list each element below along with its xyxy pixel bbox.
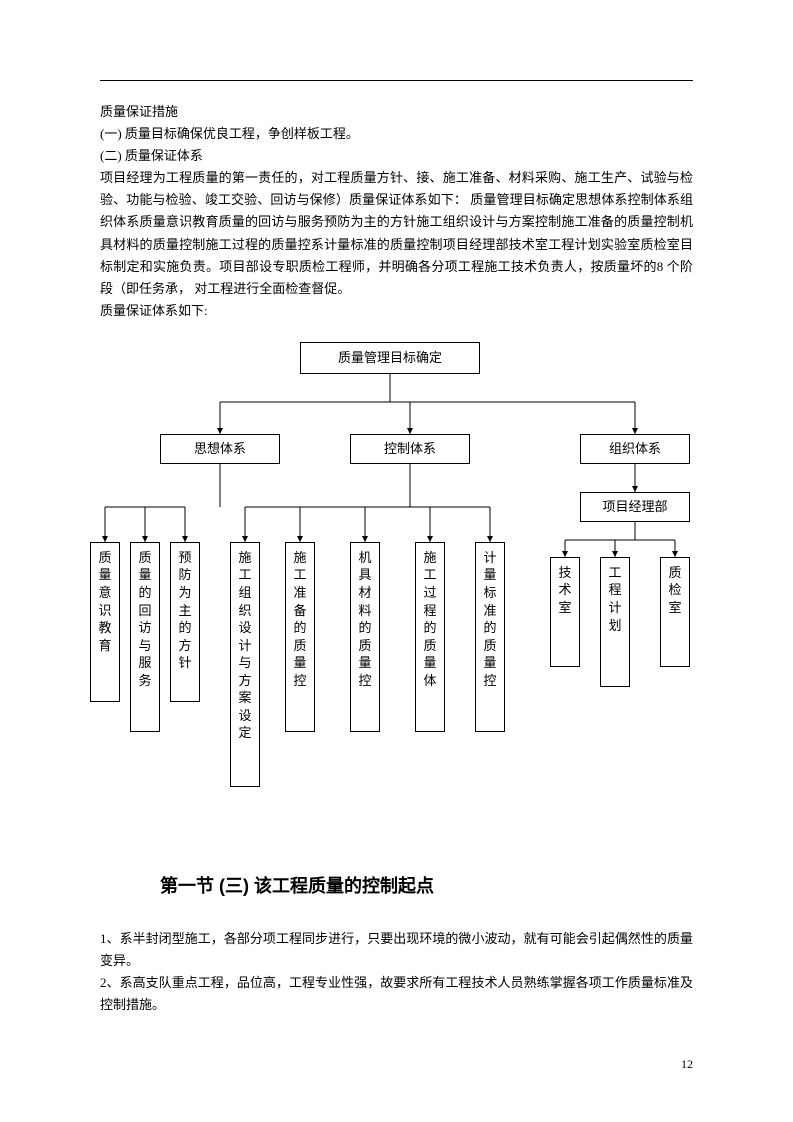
chart-node: 项目经理部 (580, 492, 690, 522)
chart-node: 施工组织设计与方案设定 (230, 542, 260, 787)
chart-node: 质量的回访与服务 (130, 542, 160, 732)
chart-node: 质量管理目标确定 (300, 342, 480, 374)
para-goal-1: (一) 质量目标确保优良工程，争创样板工程。 (100, 123, 693, 145)
chart-node: 技术室 (550, 557, 580, 667)
chart-node: 施工准备的质量控 (285, 542, 315, 732)
chart-node: 机具材料的质量控 (350, 542, 380, 732)
chart-node: 预防为主的方针 (170, 542, 200, 702)
para-goal-2: (二) 质量保证体系 (100, 145, 693, 167)
chart-node: 控制体系 (350, 434, 470, 464)
section-heading: 第一节 (三) 该工程质量的控制起点 (160, 872, 693, 898)
org-chart: 质量管理目标确定思想体系 控制体系 组织体系项目经理部质量意识教育质量的回访与服务预… (90, 332, 690, 792)
page-number: 12 (681, 1057, 693, 1072)
chart-node: 施工过程的质量体 (415, 542, 445, 732)
header-rule (100, 80, 693, 81)
chart-node: 质检室 (660, 557, 690, 667)
para-point-1: 1、系半封闭型施工，各部分项工程同步进行，只要出现环境的微小波动，就有可能会引起… (100, 928, 693, 972)
chart-node: 思想体系 (160, 434, 280, 464)
para-chart-intro: 质量保证体系如下: (100, 300, 693, 322)
para-title: 质量保证措施 (100, 101, 693, 123)
para-body: 项目经理为工程质量的第一责任的，对工程质量方针、接、施工准备、材料采购、施工生产… (100, 167, 693, 300)
chart-node: 计量标准的质量控 (475, 542, 505, 732)
chart-node: 质量意识教育 (90, 542, 120, 702)
chart-node: 组织体系 (580, 434, 690, 464)
para-point-2: 2、系高支队重点工程，品位高，工程专业性强，故要求所有工程技术人员熟练掌握各项工… (100, 972, 693, 1016)
chart-node: 工程计划 (600, 557, 630, 687)
